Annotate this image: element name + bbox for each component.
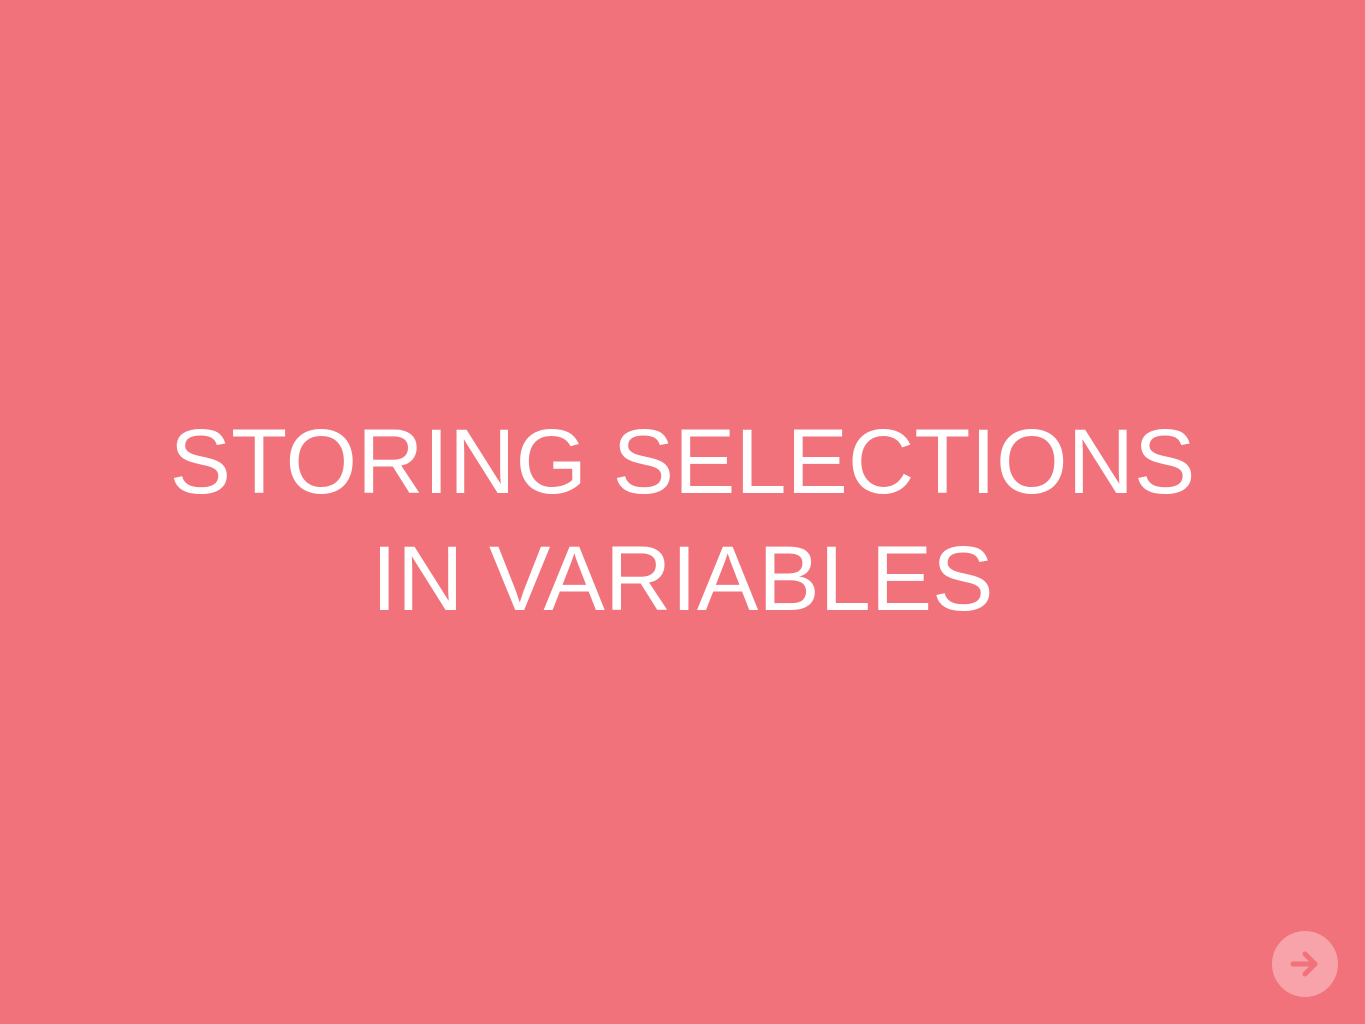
next-slide-button[interactable] [1272,931,1338,997]
slide-title-line-1: STORING SELECTIONS [169,411,1196,513]
slide-title: STORING SELECTIONS IN VARIABLES [0,404,1365,638]
arrow-right-icon [1290,951,1318,977]
slide-title-line-2: IN VARIABLES [371,528,994,630]
